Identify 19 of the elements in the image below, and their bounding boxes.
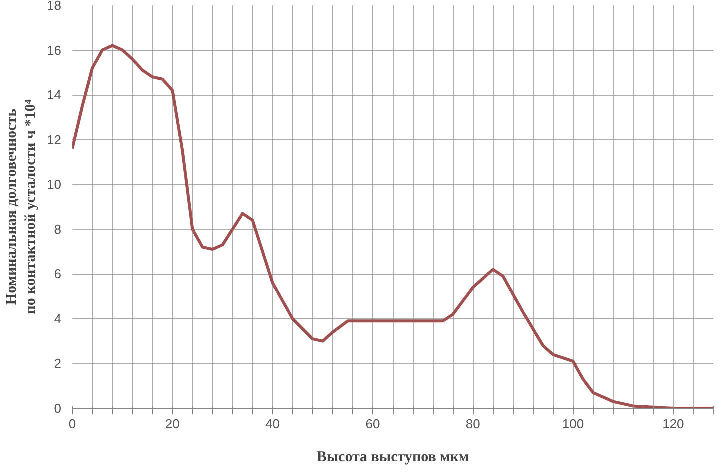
x-tick-label: 20	[165, 416, 180, 432]
x-tick-label: 60	[366, 416, 380, 432]
y-tick-label: 6	[54, 266, 62, 282]
y-axis-title: Номинальная долговечность по контактной усталости ч *10⁴	[4, 99, 40, 314]
x-tick-label: 120	[662, 416, 684, 432]
x-tick-label: 80	[466, 416, 480, 432]
x-tick-label: 40	[266, 416, 280, 432]
y-tick-label: 18	[47, 0, 62, 13]
x-tick-label: 0	[68, 416, 76, 432]
y-tick-label: 8	[54, 222, 62, 237]
x-tick-label: 100	[562, 416, 584, 432]
y-tick-label: 4	[54, 311, 62, 326]
y-tick-label: 12	[47, 132, 62, 148]
y-tick-label: 10	[47, 177, 62, 192]
y-tick-label: 16	[47, 42, 62, 58]
y-tick-label: 0	[54, 401, 62, 416]
y-tick-label: 14	[47, 88, 62, 103]
x-axis-title: Высота выступов мкм	[316, 450, 470, 466]
y-tick-label: 2	[54, 356, 62, 372]
